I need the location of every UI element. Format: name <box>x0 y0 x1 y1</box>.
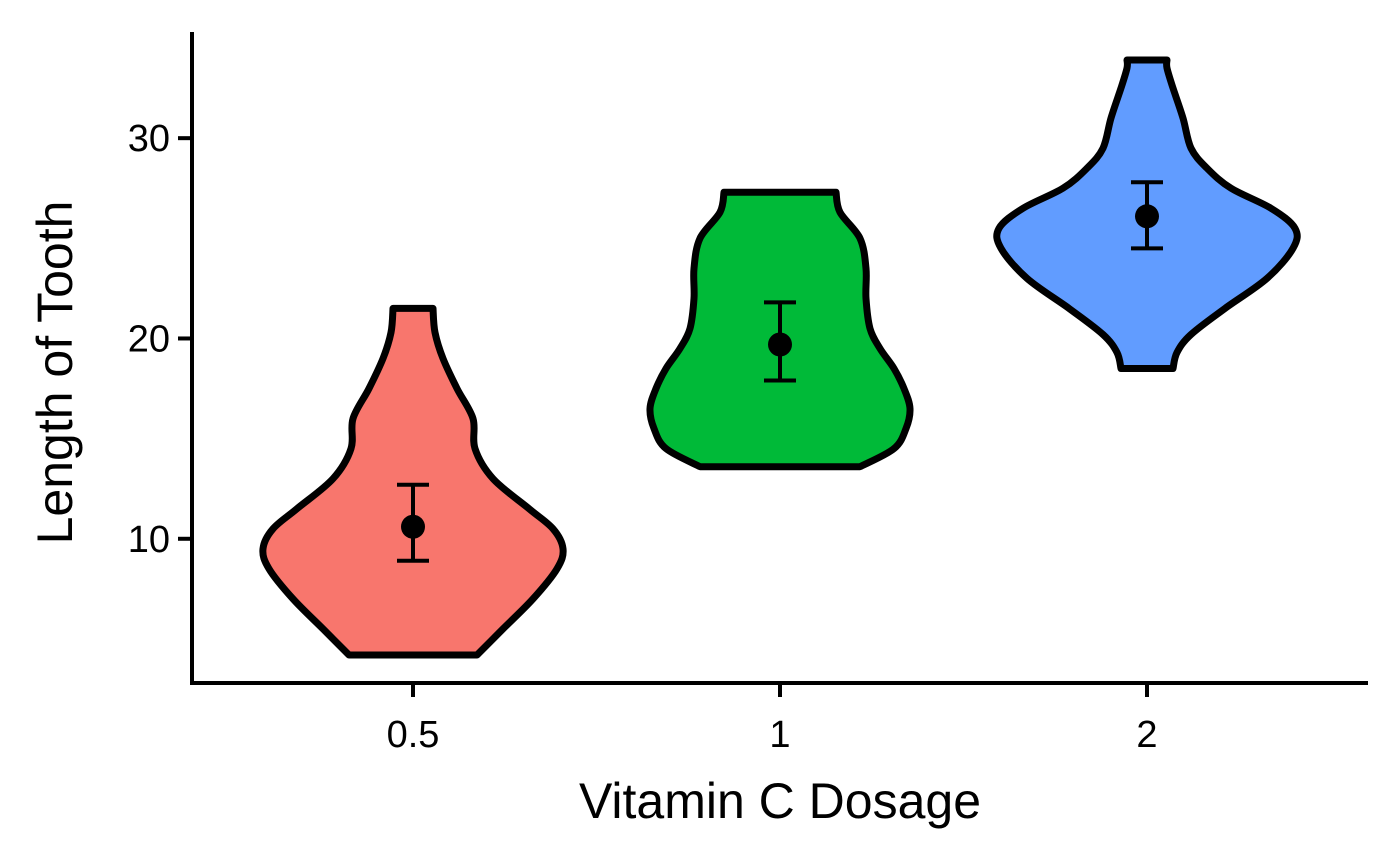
y-axis-ticks: 10 20 30 <box>128 118 192 561</box>
violin-0.5 <box>259 304 567 659</box>
x-tick-label: 0.5 <box>387 714 440 756</box>
x-tick-label: 1 <box>769 714 790 756</box>
mean-point-2 <box>1135 204 1159 229</box>
x-axis-ticks: 0.5 1 2 <box>387 683 1158 756</box>
y-tick-label: 20 <box>128 318 170 360</box>
y-axis-title: Length of Tooth <box>27 201 83 545</box>
y-tick-label: 30 <box>128 118 170 160</box>
errorbar-layer <box>397 180 1163 563</box>
mean-point-0.5 <box>401 514 425 539</box>
y-tick-label: 10 <box>128 519 170 561</box>
x-tick-label: 2 <box>1136 714 1157 756</box>
x-axis-title: Vitamin C Dosage <box>579 773 981 829</box>
mean-point-1 <box>768 332 792 357</box>
